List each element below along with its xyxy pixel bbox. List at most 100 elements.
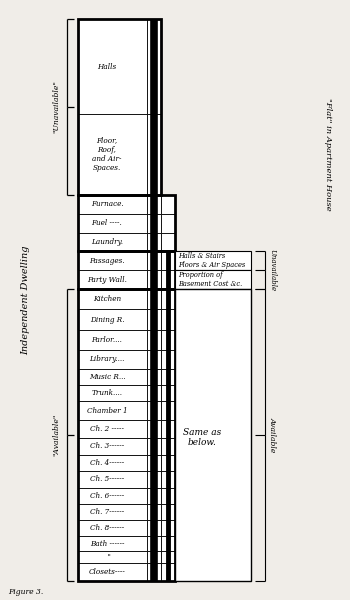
Bar [147,520,161,536]
Text: Ch. 6------: Ch. 6------ [90,491,124,500]
Bar [147,401,161,420]
Bar [78,310,147,329]
Text: Trunk....: Trunk.... [91,389,122,397]
Text: Halls: Halls [97,62,117,71]
Bar [78,520,147,536]
Text: Figure 3.: Figure 3. [8,587,44,596]
Bar [147,19,161,114]
Bar [175,251,251,271]
Bar [147,369,161,385]
Text: Available: Available [269,417,277,452]
Bar [78,385,147,401]
Bar [161,214,175,233]
Bar [78,563,147,581]
Bar [147,437,161,455]
Bar [161,385,175,401]
Text: "Flat" in Apartment House: "Flat" in Apartment House [324,98,332,211]
Bar [147,114,161,195]
Bar [78,233,147,251]
Text: Kitchen: Kitchen [93,295,121,304]
Bar [78,488,147,504]
Text: Independent Dwelling: Independent Dwelling [21,245,30,355]
Bar [78,289,175,581]
Text: Chamber 1: Chamber 1 [87,407,127,415]
Bar [147,233,161,251]
Bar [147,551,161,563]
Text: Passages.: Passages. [89,257,125,265]
Bar [78,19,147,114]
Bar [147,488,161,504]
Bar [78,401,147,420]
Bar [147,420,161,437]
Bar [147,289,161,310]
Bar [161,472,175,488]
Text: Proportion of
Basement Cost &c.: Proportion of Basement Cost &c. [178,271,243,289]
Text: Ch. 2 -----: Ch. 2 ----- [90,425,124,433]
Bar [175,271,251,289]
Text: Unavailable: Unavailable [269,249,277,292]
Bar [161,401,175,420]
Text: Library....: Library.... [89,355,125,364]
Text: Ch. 3------: Ch. 3------ [90,442,124,451]
Text: Floor,
Roof,
and Air-
Spaces.: Floor, Roof, and Air- Spaces. [92,136,122,172]
Bar [78,437,147,455]
Text: Ch. 4------: Ch. 4------ [90,459,124,467]
Bar [147,271,161,289]
Bar [161,504,175,520]
Text: Party Wall.: Party Wall. [87,276,127,284]
Bar [147,504,161,520]
Bar [161,536,175,551]
Bar [147,472,161,488]
Bar [78,251,147,271]
Bar [78,350,147,369]
Bar [161,271,175,289]
Text: Closets----: Closets---- [89,568,125,576]
Bar [147,455,161,472]
Bar [147,536,161,551]
Bar [161,233,175,251]
Bar [147,350,161,369]
Bar [147,310,161,329]
Text: ": " [103,553,111,561]
Bar [78,504,147,520]
Bar [78,329,147,350]
Bar [78,455,147,472]
Text: Music R...: Music R... [89,373,125,381]
Text: Fuel ----.: Fuel ----. [92,219,122,227]
Bar [78,289,147,310]
Bar [78,114,147,195]
Text: Ch. 8------: Ch. 8------ [90,524,124,532]
Bar [78,214,147,233]
Text: Same as
below.: Same as below. [183,428,221,448]
Bar [78,472,147,488]
Bar [147,195,161,214]
Bar [161,420,175,437]
Bar [147,214,161,233]
Bar [161,520,175,536]
Bar [175,289,251,581]
Text: Parlor....: Parlor.... [91,336,122,344]
Bar [78,551,147,563]
Bar [161,195,175,214]
Text: Ch. 5------: Ch. 5------ [90,475,124,484]
Text: Bath ------: Bath ------ [90,539,124,548]
Bar [147,563,161,581]
Bar [161,488,175,504]
Text: "Unavailable": "Unavailable" [52,80,61,133]
Bar [161,329,175,350]
Text: Laundry.: Laundry. [91,238,123,246]
Bar [78,369,147,385]
Bar [78,251,175,289]
Bar [78,195,147,214]
Text: Dining R.: Dining R. [90,316,124,323]
Text: Ch. 7------: Ch. 7------ [90,508,124,516]
Bar [78,420,147,437]
Text: Halls & Stairs
Floors & Air Spaces: Halls & Stairs Floors & Air Spaces [178,252,246,269]
Bar [161,455,175,472]
Bar [147,329,161,350]
Bar [78,271,147,289]
Bar [161,437,175,455]
Bar [161,369,175,385]
Bar [78,195,175,251]
Bar [147,385,161,401]
